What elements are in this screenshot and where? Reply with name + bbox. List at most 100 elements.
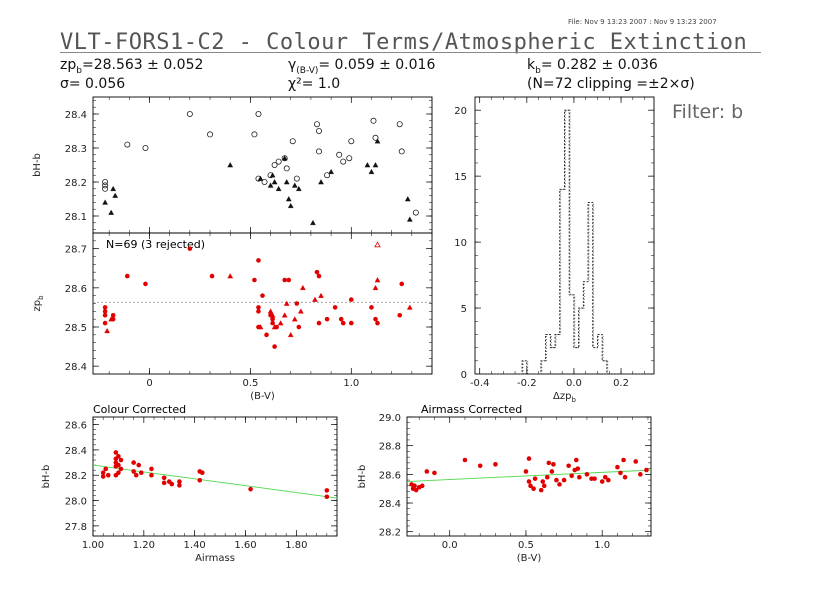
zp-scatter-dot-point [256,258,261,263]
airmass-corrected-dot-point [551,462,556,467]
zp-scatter-triangle-point [271,324,278,330]
zp-scatter-dot-point [373,316,378,322]
colour-corrected-dot-point [116,462,121,468]
colour-corrected-y-axis-label: bH-b [41,465,52,489]
zp-scatter-y-tick-label: 28.4 [65,362,87,373]
histogram-y-tick-label: 5 [461,304,467,315]
top-scatter-circle-point [348,138,355,145]
colour-corrected-x-tick-label: 1.20 [133,540,155,551]
airmass-corrected-dot-point [561,477,567,483]
airmass-corrected-dot-point [638,472,643,477]
zp-scatter-triangle-point [277,320,284,326]
airmass-corrected-y-tick-label: 28.6 [379,470,401,481]
top-scatter-circle-point [261,178,268,185]
top-scatter-circle-point [315,148,322,155]
zp-scatter-dot-point [324,316,330,322]
airmass-corrected-y-axis-label: bH-b [357,465,368,489]
top-scatter-circle-point [340,158,347,165]
zp-scatter-dot-point [332,305,338,310]
airmass-corrected-dot-point [622,474,628,480]
zp-scatter-x-tick-label: 0 [146,378,152,389]
airmass-corrected-dot-point [575,466,581,471]
top-scatter-triangle-point [328,168,334,175]
zp-scatter-triangle-point [312,296,318,302]
zp-scatter-y-tick-label: 28.5 [65,323,87,334]
zp-scatter-triangle-point [269,312,276,318]
colour-corrected-dot-point [324,494,330,500]
zp-scatter-triangle-point [227,273,234,279]
colour-corrected-dot-point [199,470,205,476]
zp-scatter-dot-point [316,273,322,279]
colour-corrected-dot-point [149,466,154,472]
zp-scatter-dot-point [375,320,380,326]
colour-corrected-y-tick-label: 27.8 [65,522,87,533]
zp-scatter-x-axis-label: (B-V) [250,391,275,402]
colour-corrected-dot-point [113,450,119,455]
airmass-corrected-dot-point [424,469,430,474]
airmass-corrected-x-tick-label: 1.0 [594,540,610,551]
airmass-corrected-dot-point [577,474,582,480]
title-divider [60,52,761,53]
airmass-corrected-dot-point [541,483,547,489]
top-scatter-triangle-point [227,162,234,168]
top-scatter-triangle-point [269,172,276,178]
top-scatter-circle-point [412,209,419,216]
zp-scatter-dot-point [143,281,148,287]
zp-scatter-y-axis-label: zpb [32,295,45,312]
airmass-corrected-x-tick-label: 0.5 [518,540,534,551]
airmass-corrected-dot-point [566,463,571,469]
top-scatter-triangle-point [374,138,381,144]
histogram-x-tick-label: -0.2 [517,378,537,389]
airmass-corrected-dot-point [644,467,649,473]
zp-scatter-triangle-point [318,292,324,298]
zp-scatter-dot-point [270,320,275,326]
top-scatter-y-tick-label: 28.2 [65,178,87,189]
zp-scatter-dot-point [264,332,269,338]
colour-corrected-x-tick-label: 1.40 [184,540,206,551]
colour-corrected-frame [92,416,338,537]
zp-scatter-triangle-point [287,331,294,338]
top-scatter-circle-point [102,182,109,189]
zp-stat: zpb=28.563 ± 0.052 [60,57,204,76]
zp-scatter-triangle-point [300,284,306,291]
zp-scatter-dot-point [294,301,300,306]
histogram-y-tick-label: 20 [454,106,467,117]
colour-corrected-dot-point [100,470,106,476]
top-scatter-circle-point [293,175,300,182]
zp-scatter-triangle-point [406,304,413,310]
airmass-corrected-dot-point [549,469,555,474]
colour-corrected-dot-point [169,481,175,487]
zp-scatter-dot-point [296,324,302,330]
airmass-corrected-dot-point [531,486,536,491]
airmass-corrected-dot-point [532,476,538,481]
zp-scatter-dot-point [102,309,108,314]
airmass-corrected-dot-point [615,464,620,470]
top-scatter-circle-point [186,111,193,118]
zp-scatter-triangle-point [267,308,274,314]
airmass-corrected-dot-point [545,474,550,480]
airmass-corrected-dot-point [528,483,533,489]
zp-scatter-y-tick-label: 28.6 [65,284,87,295]
histogram-x-tick-label: 0.0 [566,378,582,389]
zp-scatter-triangle-point [291,316,298,322]
airmass-corrected-dot-point [413,487,419,493]
zp-scatter-y-tick-label: 28.7 [65,245,87,256]
airmass-corrected-y-tick-label: 28.8 [379,442,401,453]
histogram-y-tick-label: 10 [454,238,467,249]
top-scatter-triangle-point [287,202,294,209]
airmass-corrected-y-tick-label: 28.2 [379,528,401,539]
zp-scatter-frame [92,232,433,375]
colour-corrected-dot-point [118,466,124,472]
airmass-corrected-dot-point [462,457,468,463]
top-scatter-triangle-point [310,219,316,226]
top-scatter-triangle-point [275,185,282,192]
airmass-corrected-dot-point [432,470,437,476]
zp-scatter-dot-point [260,293,265,298]
histogram-x-tick-label: -0.4 [470,378,490,389]
histogram-y-tick-label: 0 [461,370,467,381]
top-scatter-circle-point [370,117,377,124]
zp-scatter-dot-point [102,320,108,326]
zp-scatter-dot-point [338,316,344,322]
histogram-y-tick-label: 15 [454,172,467,183]
